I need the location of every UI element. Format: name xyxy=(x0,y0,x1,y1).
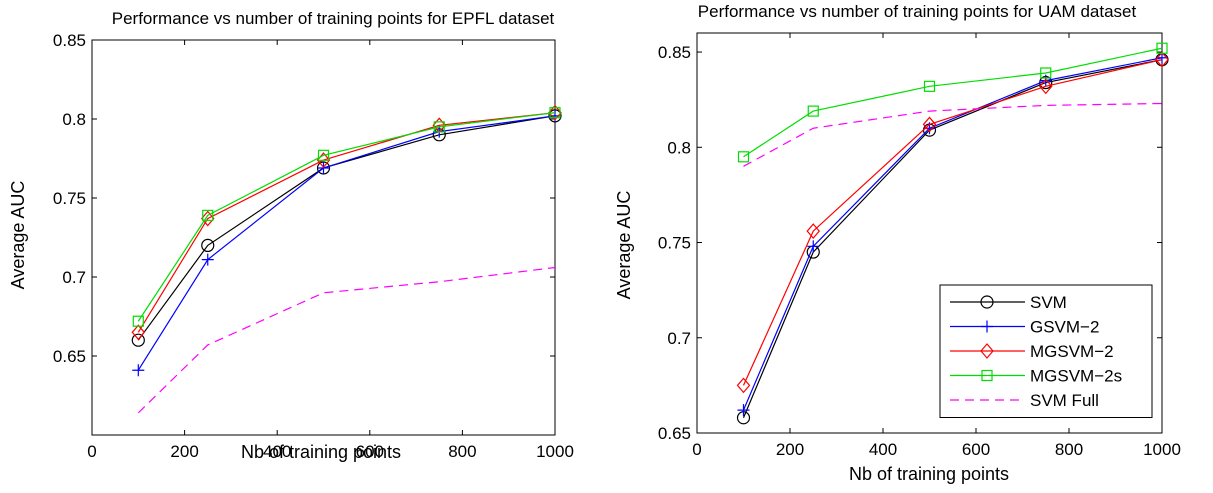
epfl-series-line-svmfull xyxy=(137,266,556,414)
legend-label-gsvm2: GSVM−2 xyxy=(1030,318,1099,337)
uam-data-point-mgsvm2 xyxy=(1038,78,1053,95)
epfl-y-tick-label: 0.85 xyxy=(53,31,86,50)
uam-y-tick-label: 0.7 xyxy=(667,329,691,348)
epfl-y-axis-label: Average AUC xyxy=(8,181,28,290)
legend-label-svmfull: SVM Full xyxy=(1030,391,1099,410)
uam-data-point-mgsvm2 xyxy=(806,223,821,240)
uam-x-tick-label: 200 xyxy=(776,440,804,459)
epfl-chart: Performance vs number of training points… xyxy=(8,9,574,462)
legend-marker-svm xyxy=(980,295,994,309)
epfl-series-mgsvm2s xyxy=(132,107,561,327)
epfl-x-tick-label: 800 xyxy=(448,442,476,461)
uam-series-line-mgsvm2s xyxy=(743,47,1163,158)
legend-label-mgsvm2s: MGSVM−2s xyxy=(1030,367,1122,386)
uam-data-point-mgsvm2 xyxy=(1155,51,1169,68)
uam-y-tick-label: 0.8 xyxy=(667,138,691,157)
uam-data-point-mgsvm2s xyxy=(923,80,936,92)
legend-label-mgsvm2: MGSVM−2 xyxy=(1030,342,1114,361)
legend-marker-mgsvm2 xyxy=(980,343,994,359)
uam-y-tick-label: 0.85 xyxy=(658,43,691,62)
uam-x-tick-label: 600 xyxy=(962,440,990,459)
epfl-series-svm xyxy=(131,109,562,347)
epfl-x-tick-label: 200 xyxy=(170,442,198,461)
epfl-data-point-svm xyxy=(201,238,215,252)
uam-y-tick-label: 0.65 xyxy=(658,424,691,443)
uam-data-point-gsvm2 xyxy=(1039,74,1052,87)
epfl-data-point-gsvm2 xyxy=(132,364,145,377)
epfl-data-point-mgsvm2s xyxy=(317,149,330,161)
legend: SVM GSVM−2 MGSVM−2 MGSVM−2s SVM Full xyxy=(939,284,1153,418)
uam-data-point-mgsvm2s xyxy=(1156,42,1168,54)
uam-x-tick-label: 400 xyxy=(869,440,897,459)
epfl-data-point-mgsvm2s xyxy=(132,315,144,327)
epfl-y-tick-label: 0.8 xyxy=(62,110,86,129)
uam-x-tick-label: 1000 xyxy=(1143,440,1181,459)
epfl-data-point-mgsvm2 xyxy=(131,324,146,341)
epfl-data-point-mgsvm2 xyxy=(548,104,562,121)
epfl-data-point-mgsvm2s xyxy=(433,121,445,133)
uam-y-axis-label: Average AUC xyxy=(614,191,634,300)
uam-series-svmfull xyxy=(743,102,1163,167)
epfl-series-svmfull xyxy=(137,266,556,414)
epfl-data-point-mgsvm2s xyxy=(549,107,561,119)
epfl-chart-title: Performance vs number of training points… xyxy=(112,9,555,28)
epfl-x-tick-label: 1000 xyxy=(536,442,574,461)
uam-series-mgsvm2 xyxy=(736,51,1169,394)
uam-data-point-gsvm2 xyxy=(737,404,750,417)
epfl-y-tick-label: 0.75 xyxy=(53,189,86,208)
uam-y-tick-label: 0.75 xyxy=(658,234,691,253)
uam-data-point-gsvm2 xyxy=(807,240,820,253)
uam-series-line-svmfull xyxy=(743,102,1163,167)
uam-axes-box xyxy=(696,32,1163,434)
uam-chart: Performance vs number of training points… xyxy=(614,2,1181,484)
epfl-data-point-gsvm2 xyxy=(201,253,214,266)
epfl-y-tick-label: 0.65 xyxy=(53,347,86,366)
uam-series-mgsvm2s xyxy=(737,42,1168,163)
epfl-y-tick-label: 0.7 xyxy=(62,268,86,287)
uam-data-point-mgsvm2 xyxy=(922,116,937,133)
epfl-series-line-mgsvm2s xyxy=(137,112,556,322)
epfl-series-line-gsvm2 xyxy=(137,115,556,371)
uam-x-tick-label: 800 xyxy=(1055,440,1083,459)
legend-marker-gsvm2 xyxy=(981,320,993,333)
uam-data-point-mgsvm2s xyxy=(807,105,819,117)
legend-marker-mgsvm2s xyxy=(981,369,993,382)
epfl-data-point-mgsvm2 xyxy=(200,210,215,227)
epfl-x-tick-label: 0 xyxy=(87,442,96,461)
uam-chart-title: Performance vs number of training points… xyxy=(698,2,1137,21)
legend-label-svm: SVM xyxy=(1030,293,1067,312)
uam-data-point-mgsvm2 xyxy=(736,377,751,394)
epfl-axes-box xyxy=(91,39,556,436)
uam-data-point-mgsvm2s xyxy=(1040,67,1052,79)
epfl-series-line-mgsvm2 xyxy=(137,112,556,333)
epfl-x-tick-label: 400 xyxy=(263,442,291,461)
uam-x-tick-label: 0 xyxy=(692,440,701,459)
uam-x-axis-label: Nb of training points xyxy=(849,464,1009,484)
epfl-data-point-svm xyxy=(131,333,145,347)
epfl-x-axis-label: Nb of training points xyxy=(241,442,401,462)
epfl-data-point-mgsvm2s xyxy=(202,209,214,221)
epfl-x-tick-label: 600 xyxy=(356,442,384,461)
epfl-series-mgsvm2 xyxy=(131,104,562,341)
uam-series-line-mgsvm2 xyxy=(742,59,1163,386)
uam-data-point-mgsvm2s xyxy=(737,151,750,163)
